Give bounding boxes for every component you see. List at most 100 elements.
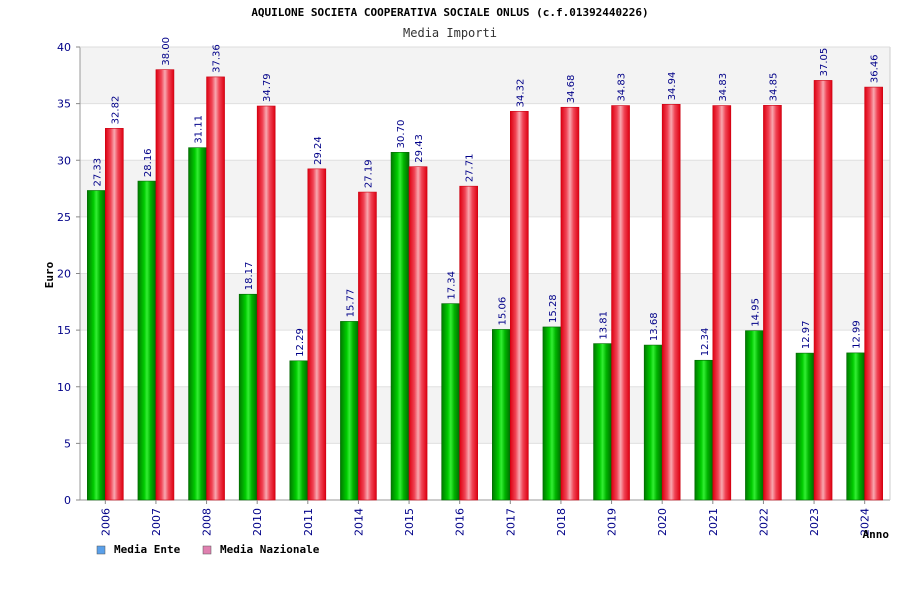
- chart-title: AQUILONE SOCIETA COOPERATIVA SOCIALE ONL…: [251, 6, 648, 19]
- data-label-media-ente: 15.28: [548, 294, 559, 323]
- data-label-media-nazionale: 34.94: [667, 72, 678, 101]
- data-label-media-ente: 12.97: [801, 320, 812, 349]
- bar-media-nazionale: [155, 69, 175, 501]
- bar-media-ente: [492, 329, 511, 501]
- data-label-media-nazionale: 27.19: [363, 159, 374, 188]
- data-label-media-nazionale: 34.85: [768, 73, 779, 102]
- data-label-media-ente: 13.68: [649, 312, 660, 341]
- bar-media-ente: [745, 330, 764, 501]
- y-tick-label: 35: [57, 98, 71, 111]
- data-label-media-ente: 17.34: [447, 271, 458, 300]
- x-tick-label: 2015: [403, 508, 416, 536]
- chart-subtitle: Media Importi: [403, 26, 497, 40]
- y-tick-label: 20: [57, 268, 71, 281]
- data-label-media-ente: 14.95: [750, 298, 761, 327]
- x-tick-label: 2007: [150, 508, 163, 536]
- bar-media-nazionale: [864, 86, 883, 501]
- data-label-media-nazionale: 34.83: [718, 73, 729, 102]
- x-tick-label: 2021: [707, 508, 720, 536]
- bar-media-nazionale: [510, 111, 529, 501]
- data-label-media-ente: 18.17: [244, 262, 255, 291]
- data-labels: 27.33 32.82 28.16 38.00 31.11 37.36 18.17 34.79…: [92, 37, 880, 357]
- data-label-media-ente: 13.81: [599, 311, 610, 340]
- bar-media-nazionale: [813, 80, 833, 501]
- bars: [87, 69, 883, 501]
- y-axis-label: Euro: [43, 261, 56, 288]
- bar-media-ente: [694, 359, 714, 501]
- bar-media-nazionale: [763, 105, 782, 501]
- y-tick-label: 5: [64, 437, 71, 450]
- bar-media-ente: [340, 321, 359, 501]
- bar-media-ente: [643, 344, 663, 501]
- bar-media-ente: [795, 352, 815, 501]
- bar-media-nazionale: [712, 105, 732, 501]
- bar-media-nazionale: [358, 191, 377, 501]
- x-tick-label: 2014: [352, 508, 365, 536]
- data-label-media-nazionale: 27.71: [465, 154, 476, 183]
- bar-media-ente: [238, 293, 258, 501]
- x-tick-label: 2024: [859, 508, 872, 536]
- data-label-media-nazionale: 34.32: [515, 79, 526, 108]
- bar-media-ente: [137, 180, 157, 501]
- y-tick-label: 40: [57, 41, 71, 54]
- bar-media-ente: [390, 152, 410, 501]
- legend-swatch-media-ente: [96, 545, 106, 555]
- x-tick-label: 2006: [99, 508, 112, 536]
- data-label-media-ente: 12.99: [852, 320, 863, 349]
- legend: Media Ente Media Nazionale: [96, 543, 320, 556]
- data-label-media-ente: 28.16: [143, 148, 154, 177]
- bar-media-ente: [289, 360, 309, 501]
- data-label-media-ente: 30.70: [396, 120, 407, 149]
- data-label-media-ente: 27.33: [92, 158, 103, 187]
- data-label-media-ente: 12.34: [700, 328, 711, 357]
- x-tick-label: 2018: [555, 508, 568, 536]
- y-axis-ticks: 0 5 10 15 20 25 30 35 40: [57, 41, 80, 507]
- x-tick-label: 2017: [504, 508, 517, 536]
- legend-label-media-nazionale: Media Nazionale: [220, 543, 320, 556]
- bar-media-ente: [846, 352, 865, 501]
- bar-media-ente: [441, 303, 460, 501]
- bar-media-ente: [542, 326, 562, 501]
- bar-media-nazionale: [307, 168, 327, 501]
- y-tick-label: 30: [57, 154, 71, 167]
- x-tick-label: 2022: [757, 508, 770, 536]
- x-axis-label: Anno: [863, 528, 890, 541]
- y-tick-label: 10: [57, 381, 71, 394]
- bar-media-nazionale: [105, 128, 124, 501]
- data-label-media-nazionale: 37.05: [819, 48, 830, 77]
- data-label-media-ente: 15.77: [345, 289, 356, 318]
- data-label-media-nazionale: 32.82: [110, 96, 121, 125]
- bar-media-nazionale: [611, 105, 630, 501]
- data-label-media-nazionale: 34.79: [262, 73, 273, 102]
- bar-media-nazionale: [459, 185, 478, 501]
- x-tick-label: 2008: [201, 508, 214, 536]
- bar-media-nazionale: [206, 76, 225, 501]
- x-tick-label: 2011: [302, 508, 315, 536]
- y-tick-label: 15: [57, 324, 71, 337]
- data-label-media-nazionale: 34.68: [566, 75, 577, 104]
- y-tick-label: 0: [64, 494, 71, 507]
- bar-media-ente: [188, 147, 207, 501]
- x-tick-label: 2023: [808, 508, 821, 536]
- data-label-media-ente: 12.29: [295, 328, 306, 357]
- data-label-media-nazionale: 29.24: [313, 136, 324, 165]
- legend-swatch-media-nazionale: [202, 545, 212, 555]
- bar-media-nazionale: [560, 106, 580, 501]
- x-tick-label: 2016: [454, 508, 467, 536]
- data-label-media-nazionale: 36.46: [870, 54, 881, 83]
- data-label-media-ente: 31.11: [194, 115, 205, 144]
- x-tick-label: 2020: [656, 508, 669, 536]
- bar-media-nazionale: [408, 166, 428, 501]
- data-label-media-nazionale: 38.00: [161, 37, 172, 66]
- bar-media-ente: [87, 190, 106, 501]
- y-tick-label: 25: [57, 211, 71, 224]
- legend-label-media-ente: Media Ente: [114, 543, 181, 556]
- data-label-media-nazionale: 29.43: [414, 134, 425, 163]
- x-tick-label: 2019: [606, 508, 619, 536]
- x-axis-ticks: 2006 2007 2008 2010 2011 2014 2015 2016 2017 2018…: [99, 500, 872, 536]
- bar-media-nazionale: [256, 105, 276, 501]
- bar-media-ente: [593, 343, 612, 501]
- data-label-media-nazionale: 37.36: [212, 44, 223, 73]
- x-tick-label: 2010: [251, 508, 264, 536]
